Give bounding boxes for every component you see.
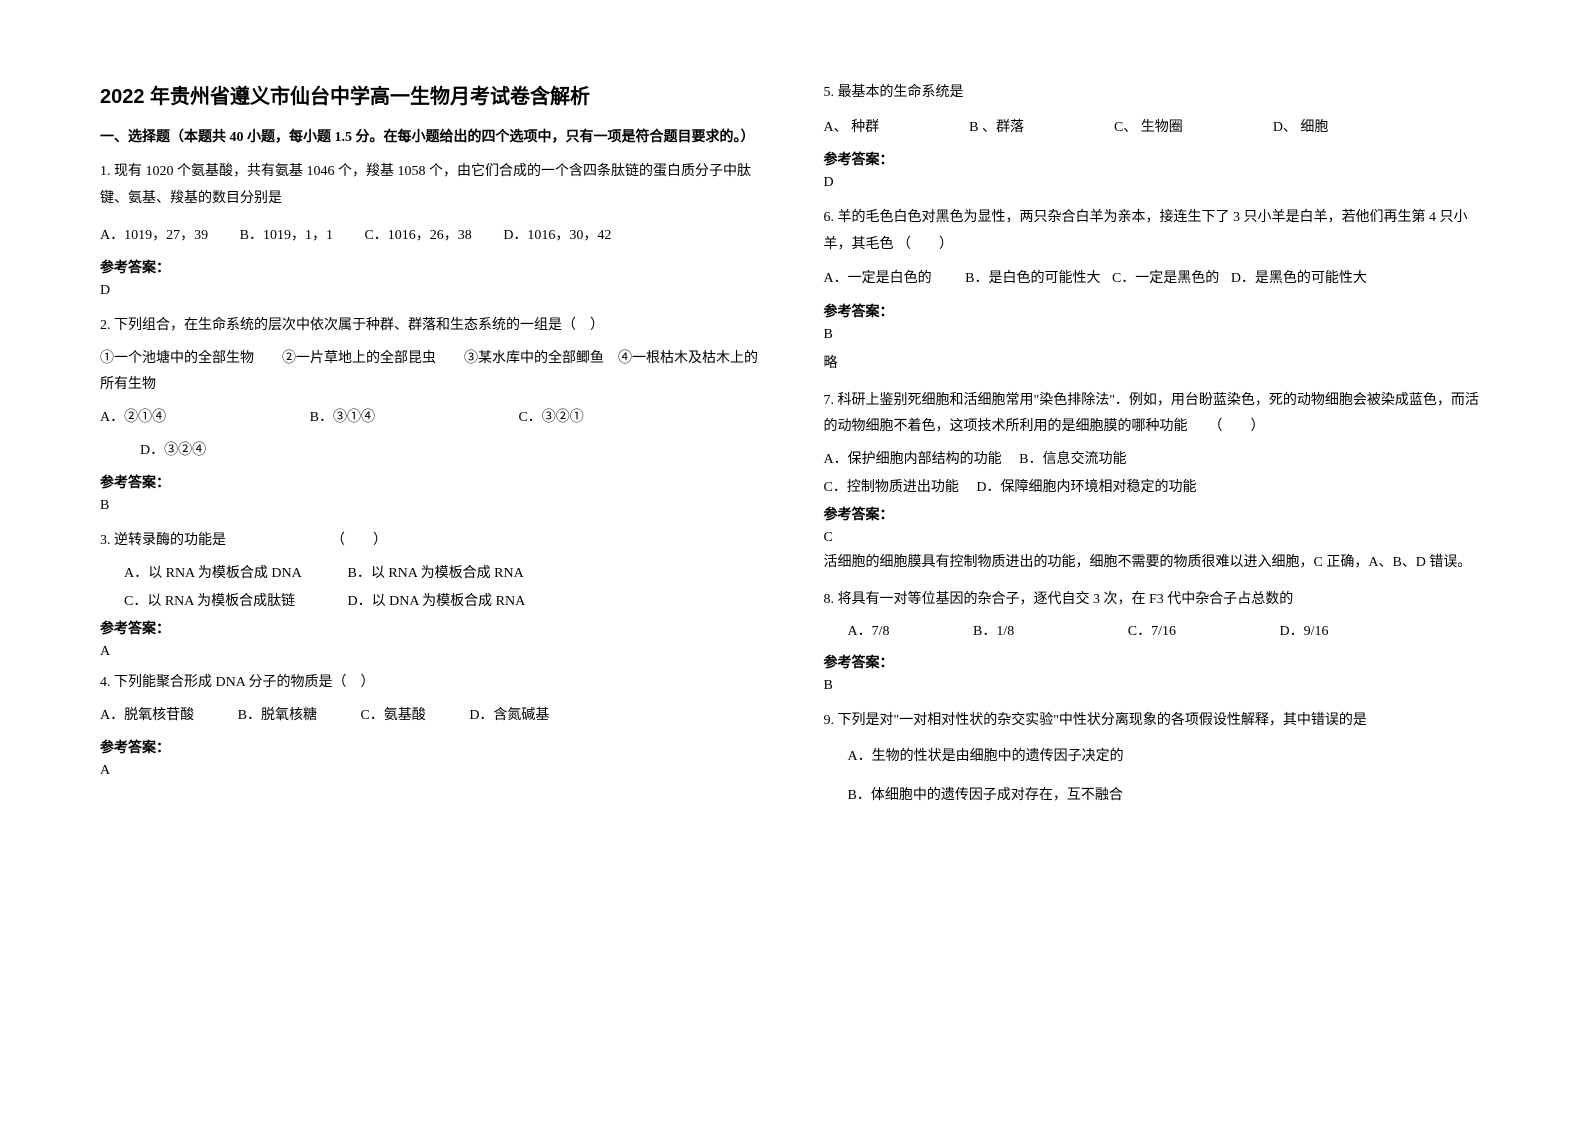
q8-options: A．7/8 B．1/8 C．7/16 D．9/16 [824,619,1488,646]
q7-ans: C [824,530,1488,546]
q4-optC: C．氨基酸 [360,703,425,730]
q8-optD: D．9/16 [1279,619,1328,646]
q1-optB: B．1019，1，1 [240,223,333,250]
q7-optD: D．保障细胞内环境相对稳定的功能 [976,480,1196,495]
q2-items: ①一个池塘中的全部生物 ②一片草地上的全部昆虫 ③某水库中的全部鲫鱼 ④一根枯木… [100,346,764,399]
q6-note: 略 [824,351,1488,378]
q1-text: 1. 现有 1020 个氨基酸，共有氨基 1046 个，羧基 1058 个，由它… [100,159,764,212]
question-7: 7. 科研上鉴别死细胞和活细胞常用"染色排除法"．例如，用台盼蓝染色，死的动物细… [824,388,1488,577]
q7-options: A．保护细胞内部结构的功能 B．信息交流功能 C．控制物质进出功能 D．保障细胞… [824,447,1488,502]
q5-text: 5. 最基本的生命系统是 [824,80,1488,107]
q3-ans-label: 参考答案： [100,618,764,638]
q6-ans: B [824,327,1488,343]
q5-options: A、 种群 B 、群落 C、 生物圈 D、 细胞 [824,115,1488,142]
q5-optA: A、 种群 [824,115,880,142]
left-column: 2022 年贵州省遵义市仙台中学高一生物月考试卷含解析 一、选择题（本题共 40… [100,80,764,1082]
q3-ans: A [100,644,764,660]
question-3: 3. 逆转录酶的功能是 （ ） A．以 RNA 为模板合成 DNA B．以 RN… [100,528,764,660]
q3-optD: D．以 DNA 为模板合成 RNA [348,594,526,609]
q7-text: 7. 科研上鉴别死细胞和活细胞常用"染色排除法"．例如，用台盼蓝染色，死的动物细… [824,388,1488,441]
right-column: 5. 最基本的生命系统是 A、 种群 B 、群落 C、 生物圈 D、 细胞 参考… [824,80,1488,1082]
q4-options: A．脱氧核苷酸 B．脱氧核糖 C．氨基酸 D．含氮碱基 [100,703,764,730]
q2-optB: B．③①④ [310,405,375,432]
q6-options: A．一定是白色的 B．是白色的可能性大 C．一定是黑色的 D．是黑色的可能性大 [824,266,1488,293]
section-heading: 一、选择题（本题共 40 小题，每小题 1.5 分。在每小题给出的四个选项中，只… [100,127,764,149]
q4-optA: A．脱氧核苷酸 [100,703,194,730]
exam-title: 2022 年贵州省遵义市仙台中学高一生物月考试卷含解析 [100,80,764,109]
q4-ans: A [100,763,764,779]
q2-optA: A．②①④ [100,405,166,432]
question-9: 9. 下列是对"一对相对性状的杂交实验"中性状分离现象的各项假设性解释，其中错误… [824,708,1488,812]
q1-optC: C．1016，26，38 [364,223,471,250]
q1-ans: D [100,283,764,299]
q3-optC: C．以 RNA 为模板合成肽链 [124,589,344,616]
q4-optB: B．脱氧核糖 [238,703,317,730]
q2-optC: C．③②① [518,405,583,432]
q7-optA: A．保护细胞内部结构的功能 [824,452,1002,467]
q9-optB: B．体细胞中的遗传因子成对存在，互不融合 [824,781,1488,812]
question-2: 2. 下列组合，在生命系统的层次中依次属于种群、群落和生态系统的一组是（ ） ①… [100,313,764,514]
q9-optA: A．生物的性状是由细胞中的遗传因子决定的 [824,742,1488,773]
q8-ans: B [824,678,1488,694]
q2-ans: B [100,498,764,514]
q6-optB: B．是白色的可能性大 [965,266,1100,293]
q7-ans-label: 参考答案： [824,504,1488,524]
q2-optD: D．③②④ [140,438,206,465]
q6-optD: D．是黑色的可能性大 [1231,266,1367,293]
q9-text: 9. 下列是对"一对相对性状的杂交实验"中性状分离现象的各项假设性解释，其中错误… [824,708,1488,735]
q3-optA: A．以 RNA 为模板合成 DNA [124,561,344,588]
q3-optB: B．以 RNA 为模板合成 RNA [348,566,524,581]
q1-ans-label: 参考答案： [100,257,764,277]
q4-ans-label: 参考答案： [100,737,764,757]
q2-ans-label: 参考答案： [100,472,764,492]
q1-options: A．1019，27，39 B．1019，1，1 C．1016，26，38 D．1… [100,223,764,250]
q7-optB: B．信息交流功能 [1019,452,1126,467]
q5-optC: C、 生物圈 [1114,115,1183,142]
q8-text: 8. 将具有一对等位基因的杂合子，逐代自交 3 次，在 F3 代中杂合子占总数的 [824,587,1488,614]
q4-optD: D．含氮碱基 [469,703,549,730]
q4-text: 4. 下列能聚合形成 DNA 分子的物质是（ ） [100,670,764,697]
q8-optC: C．7/16 [1128,619,1176,646]
q8-optA: A．7/8 [848,619,890,646]
q6-ans-label: 参考答案： [824,301,1488,321]
q1-optA: A．1019，27，39 [100,223,208,250]
q2-text: 2. 下列组合，在生命系统的层次中依次属于种群、群落和生态系统的一组是（ ） [100,313,764,340]
q6-text: 6. 羊的毛色白色对黑色为显性，两只杂合白羊为亲本，接连生下了 3 只小羊是白羊… [824,205,1488,258]
q5-optD: D、 细胞 [1273,115,1329,142]
question-5: 5. 最基本的生命系统是 A、 种群 B 、群落 C、 生物圈 D、 细胞 参考… [824,80,1488,191]
question-8: 8. 将具有一对等位基因的杂合子，逐代自交 3 次，在 F3 代中杂合子占总数的… [824,587,1488,694]
q1-optD: D．1016，30，42 [503,223,611,250]
question-1: 1. 现有 1020 个氨基酸，共有氨基 1046 个，羧基 1058 个，由它… [100,159,764,299]
q2-options: A．②①④ B．③①④ C．③②① [100,405,764,432]
q5-optB: B 、群落 [969,115,1024,142]
question-6: 6. 羊的毛色白色对黑色为显性，两只杂合白羊为亲本，接连生下了 3 只小羊是白羊… [824,205,1488,377]
q3-text: 3. 逆转录酶的功能是 （ ） [100,528,764,555]
q2-optD-row: D．③②④ [100,438,764,465]
q8-optB: B．1/8 [973,619,1014,646]
q8-ans-label: 参考答案： [824,652,1488,672]
q6-optC: C．一定是黑色的 [1112,266,1219,293]
q7-explain: 活细胞的细胞膜具有控制物质进出的功能，细胞不需要的物质很难以进入细胞，C 正确，… [824,550,1488,577]
question-4: 4. 下列能聚合形成 DNA 分子的物质是（ ） A．脱氧核苷酸 B．脱氧核糖 … [100,670,764,779]
q3-options: A．以 RNA 为模板合成 DNA B．以 RNA 为模板合成 RNA C．以 … [100,561,764,616]
q6-optA: A．一定是白色的 [824,266,932,293]
q7-optC: C．控制物质进出功能 [824,480,959,495]
q5-ans: D [824,175,1488,191]
q5-ans-label: 参考答案： [824,149,1488,169]
